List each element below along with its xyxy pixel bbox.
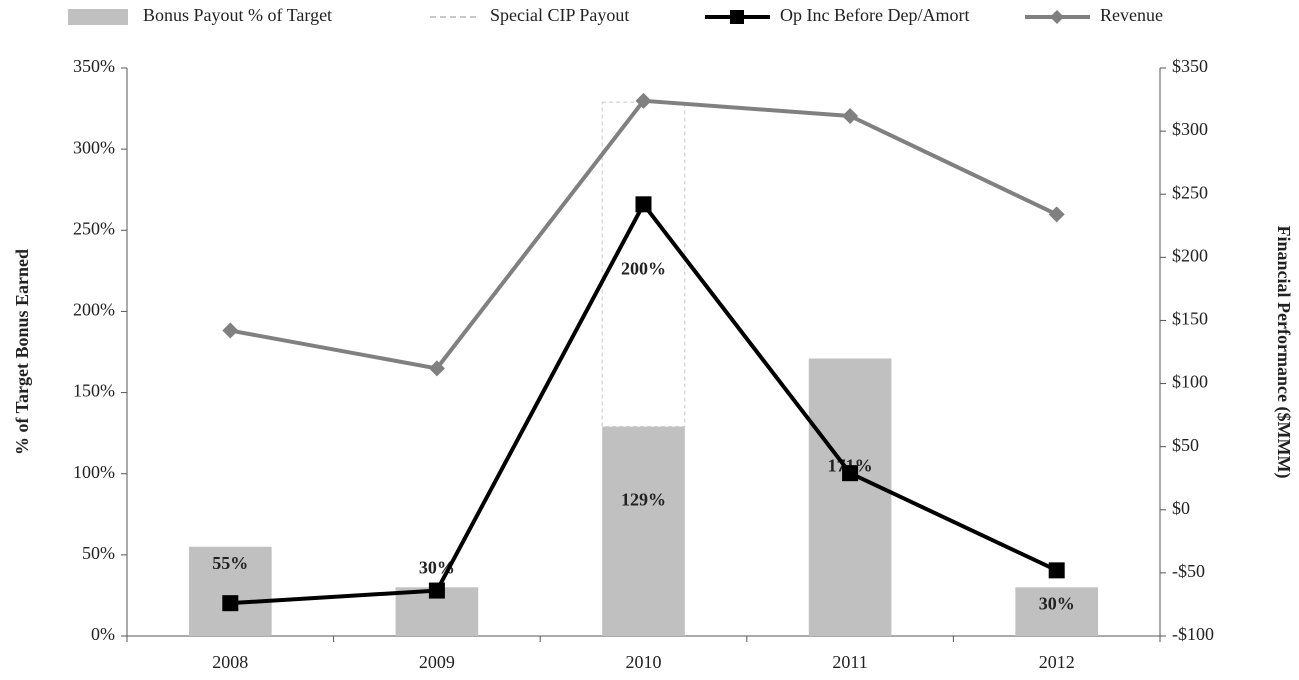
y2-tick-label: $200 (1172, 245, 1208, 265)
y-axis-label: % of Target Bonus Earned (12, 249, 32, 455)
x-tick-label: 2009 (419, 652, 455, 672)
legend-label: Revenue (1100, 5, 1163, 25)
marker (635, 196, 652, 213)
y2-tick-label: $350 (1172, 56, 1208, 76)
special-bar (601, 101, 686, 428)
y2-tick-label: $0 (1172, 498, 1190, 518)
y-tick-label: 150% (73, 381, 115, 401)
value-label: 129% (621, 489, 666, 509)
marker (428, 582, 445, 599)
x-tick-label: 2012 (1039, 652, 1075, 672)
y2-tick-label: $300 (1172, 119, 1208, 139)
y2-tick-label: -$50 (1172, 561, 1205, 581)
y-tick-label: 350% (73, 56, 115, 76)
bar (602, 426, 685, 636)
legend-label: Op Inc Before Dep/Amort (780, 5, 969, 25)
y-tick-label: 250% (73, 218, 115, 238)
x-tick-label: 2010 (626, 652, 662, 672)
marker (842, 107, 859, 124)
marker (222, 595, 239, 612)
marker (222, 322, 239, 339)
y2-axis-label: Financial Performance ($MMM) (1273, 226, 1294, 479)
legend-swatch (68, 9, 128, 25)
y-tick-label: 0% (91, 624, 115, 644)
bar (188, 546, 272, 636)
x-tick-label: 2008 (212, 652, 248, 672)
legend-label: Special CIP Payout (490, 5, 629, 25)
marker (635, 92, 652, 109)
marker (428, 360, 445, 377)
value-label: 200% (621, 258, 666, 278)
legend-label: Bonus Payout % of Target (143, 5, 332, 25)
y-tick-label: 100% (73, 462, 115, 482)
y-tick-label: 300% (73, 137, 115, 157)
y-tick-label: 200% (73, 300, 115, 320)
y2-tick-label: $150 (1172, 309, 1208, 329)
y2-tick-label: -$100 (1172, 624, 1214, 644)
bar (808, 358, 892, 636)
y2-tick-label: $50 (1172, 435, 1199, 455)
legend-marker (730, 10, 744, 24)
y2-tick-label: $100 (1172, 372, 1208, 392)
legend-marker (1050, 10, 1064, 24)
x-tick-label: 2011 (832, 652, 867, 672)
value-label: 55% (212, 553, 248, 573)
bar (1015, 587, 1099, 636)
marker (842, 465, 859, 482)
line (229, 98, 1058, 371)
marker (1048, 562, 1065, 579)
marker (1048, 206, 1065, 223)
y-tick-label: 50% (82, 543, 115, 563)
value-label: 30% (1039, 593, 1075, 613)
y2-tick-label: $250 (1172, 182, 1208, 202)
